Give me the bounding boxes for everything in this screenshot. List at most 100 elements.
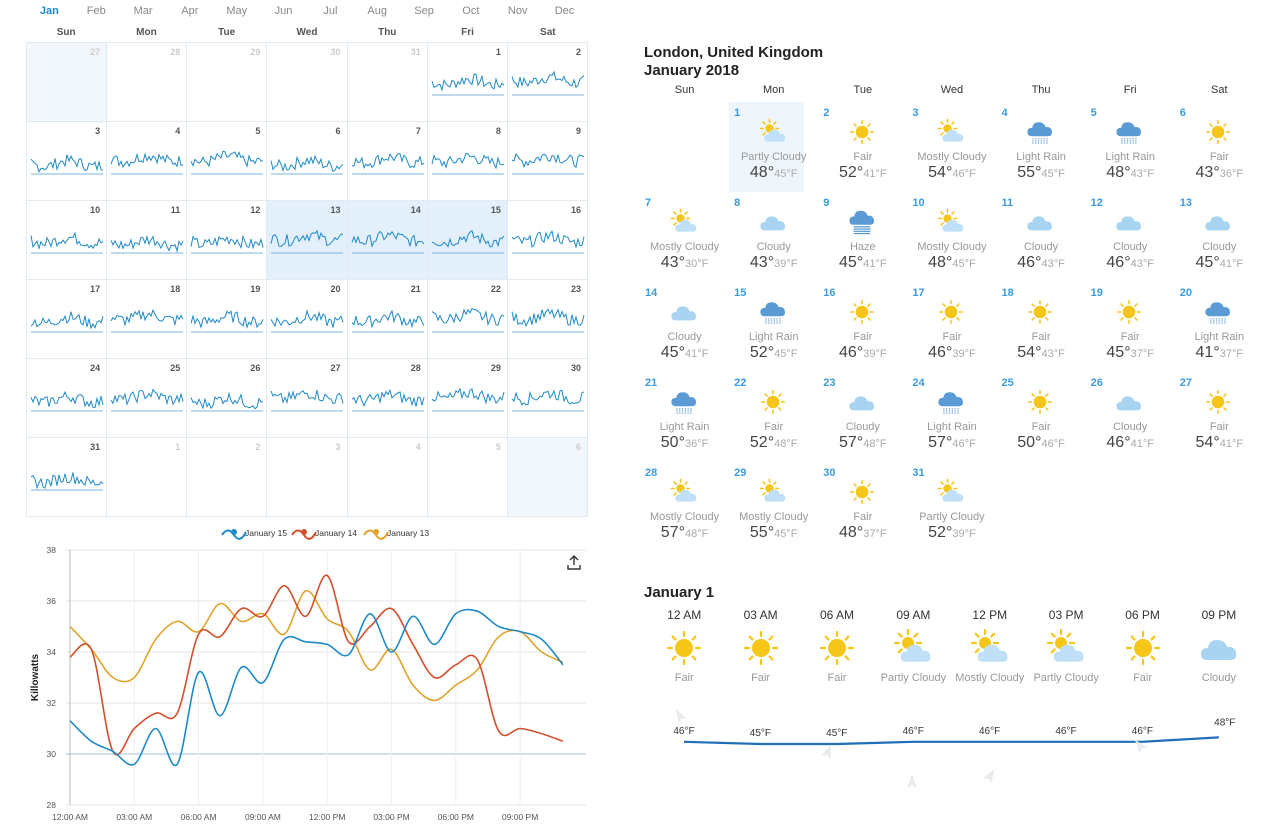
- calendar-day-cell[interactable]: 28: [107, 43, 188, 122]
- day-sparkline: [351, 230, 424, 254]
- weather-day-cell[interactable]: 21 Light Rain 50°36°F: [640, 372, 715, 462]
- weather-day-cell[interactable]: 30 Fair 48°37°F: [818, 462, 893, 552]
- month-tab-may[interactable]: May: [226, 5, 248, 17]
- weather-day-cell[interactable]: 6 Fair 43°36°F: [1175, 102, 1250, 192]
- calendar-day-cell[interactable]: 14: [347, 201, 428, 280]
- calendar-day-cell[interactable]: 31: [347, 43, 428, 122]
- month-tab-jan[interactable]: Jan: [39, 5, 59, 17]
- calendar-day-cell[interactable]: 1: [427, 43, 508, 122]
- month-tab-mar[interactable]: Mar: [133, 5, 153, 17]
- calendar-day-cell[interactable]: 30: [267, 43, 348, 122]
- weather-day-cell[interactable]: 1 Partly Cloudy 48°45°F: [729, 102, 806, 192]
- legend-item[interactable]: January 14: [291, 528, 357, 540]
- weather-day-cell[interactable]: 29 Mostly Cloudy 55°45°F: [729, 462, 808, 552]
- weather-day-cell[interactable]: 19 Fair 45°37°F: [1086, 282, 1161, 372]
- calendar-day-cell[interactable]: 12: [187, 201, 268, 280]
- weather-day-cell[interactable]: 14 Cloudy 45°41°F: [640, 282, 715, 372]
- x-tick-label: 03:00 AM: [116, 812, 152, 822]
- calendar-day-cell[interactable]: 20: [267, 280, 348, 359]
- weather-day-cell[interactable]: 10 Mostly Cloudy 48°45°F: [907, 192, 986, 282]
- calendar-day-cell[interactable]: 2: [507, 43, 588, 122]
- calendar-day-cell[interactable]: 3: [27, 122, 108, 201]
- day-sparkline: [30, 231, 104, 254]
- calendar-day-cell[interactable]: 26: [187, 359, 268, 438]
- calendar-day-cell[interactable]: 29: [187, 43, 268, 122]
- legend-item[interactable]: January 15: [221, 528, 287, 540]
- calendar-day-cell[interactable]: 29: [427, 359, 508, 438]
- weather-day-cell[interactable]: 16 Fair 46°39°F: [818, 282, 893, 372]
- legend-item[interactable]: January 13: [363, 528, 429, 540]
- calendar-day-cell[interactable]: 10: [27, 201, 108, 280]
- calendar-day-cell[interactable]: 15: [427, 201, 508, 280]
- weather-day-cell[interactable]: 15 Light Rain 52°45°F: [729, 282, 804, 372]
- calendar-day-cell[interactable]: 19: [187, 280, 268, 359]
- month-tab-apr[interactable]: Apr: [181, 5, 199, 17]
- calendar-day-cell[interactable]: 5: [187, 122, 268, 201]
- weather-day-cell[interactable]: 18 Fair 54°43°F: [997, 282, 1072, 372]
- calendar-day-cell[interactable]: 21: [347, 280, 428, 359]
- calendar-day-cell[interactable]: 22: [427, 280, 508, 359]
- weather-day-cell[interactable]: 26 Cloudy 46°41°F: [1086, 372, 1161, 462]
- sun-icon: [938, 300, 963, 324]
- calendar-day-cell[interactable]: 4: [107, 122, 188, 201]
- calendar-day-cell[interactable]: 5: [427, 438, 508, 517]
- calendar-day-cell[interactable]: 13: [267, 201, 348, 280]
- calendar-day-cell[interactable]: 3: [267, 438, 348, 517]
- month-tab-nov[interactable]: Nov: [507, 5, 528, 17]
- calendar-day-cell[interactable]: 30: [507, 359, 588, 438]
- calendar-day-cell[interactable]: 17: [27, 280, 108, 359]
- weather-day-cell[interactable]: 22 Fair 52°48°F: [729, 372, 804, 462]
- calendar-day-cell[interactable]: 27: [27, 43, 108, 122]
- calendar-day-cell[interactable]: 11: [107, 201, 188, 280]
- month-tab-jul[interactable]: Jul: [323, 5, 338, 17]
- weather-day-cell[interactable]: 9 Haze 45°41°F: [818, 192, 893, 282]
- calendar-day-cell[interactable]: 23: [507, 280, 588, 359]
- weather-day-cell[interactable]: 11 Cloudy 46°43°F: [997, 192, 1072, 282]
- hourly-icon-wrap: [1123, 628, 1163, 668]
- weather-day-cell[interactable]: 24 Light Rain 57°46°F: [907, 372, 982, 462]
- weather-day-cell[interactable]: 5 Light Rain 48°43°F: [1086, 102, 1161, 192]
- calendar-day-cell[interactable]: 1: [107, 438, 188, 517]
- weather-day-cell[interactable]: 20 Light Rain 41°37°F: [1175, 282, 1250, 372]
- calendar-day-cell[interactable]: 25: [107, 359, 188, 438]
- month-tab-jun[interactable]: Jun: [274, 5, 293, 17]
- calendar-day-cell[interactable]: 24: [27, 359, 108, 438]
- calendar-day-cell[interactable]: 9: [507, 122, 588, 201]
- weather-day-cell[interactable]: 31 Partly Cloudy 52°39°F: [907, 462, 984, 552]
- calendar-day-cell[interactable]: 31: [27, 438, 108, 517]
- series-line[interactable]: [69, 589, 564, 702]
- series-line[interactable]: [69, 574, 564, 756]
- weather-day-cell[interactable]: 4 Light Rain 55°45°F: [997, 102, 1072, 192]
- calendar-day-cell[interactable]: 6: [267, 122, 348, 201]
- weather-weekday: Fri: [1123, 84, 1137, 96]
- weather-day-cell[interactable]: 28 Mostly Cloudy 57°48°F: [640, 462, 719, 552]
- weather-day-cell[interactable]: 23 Cloudy 57°48°F: [818, 372, 893, 462]
- calendar-day-cell[interactable]: 16: [507, 201, 588, 280]
- month-tab-feb[interactable]: Feb: [86, 5, 106, 17]
- weather-temperature: 43°36°F: [1175, 164, 1264, 182]
- weather-day-cell[interactable]: 7 Mostly Cloudy 43°30°F: [640, 192, 719, 282]
- month-tab-sep[interactable]: Sep: [414, 5, 434, 17]
- weather-day-cell[interactable]: 2 Fair 52°41°F: [818, 102, 893, 192]
- calendar-day-cell[interactable]: 27: [267, 359, 348, 438]
- weather-day-cell[interactable]: 8 Cloudy 43°39°F: [729, 192, 804, 282]
- weather-day-cell[interactable]: 12 Cloudy 46°43°F: [1086, 192, 1161, 282]
- calendar-day-cell[interactable]: 6: [507, 438, 588, 517]
- month-tab-oct[interactable]: Oct: [462, 5, 480, 17]
- weather-day-cell[interactable]: 27 Fair 54°41°F: [1175, 372, 1250, 462]
- calendar-day-cell[interactable]: 8: [427, 122, 508, 201]
- export-icon[interactable]: [567, 555, 581, 570]
- weather-day-cell[interactable]: 25 Fair 50°46°F: [997, 372, 1072, 462]
- calendar-day-cell[interactable]: 18: [107, 280, 188, 359]
- calendar-day-cell[interactable]: 7: [347, 122, 428, 201]
- weather-day-cell[interactable]: 17 Fair 46°39°F: [907, 282, 982, 372]
- calendar-day-cell[interactable]: 4: [347, 438, 428, 517]
- weather-day-cell[interactable]: 3 Mostly Cloudy 54°46°F: [907, 102, 986, 192]
- weather-day-cell[interactable]: 13 Cloudy 45°41°F: [1175, 192, 1250, 282]
- month-tab-aug[interactable]: Aug: [367, 5, 387, 17]
- month-tab-dec[interactable]: Dec: [554, 5, 575, 17]
- calendar-day-cell[interactable]: 2: [187, 438, 268, 517]
- series-line[interactable]: [69, 608, 564, 767]
- calendar-day-cell[interactable]: 28: [347, 359, 428, 438]
- calendar-day-number: 6: [335, 126, 341, 136]
